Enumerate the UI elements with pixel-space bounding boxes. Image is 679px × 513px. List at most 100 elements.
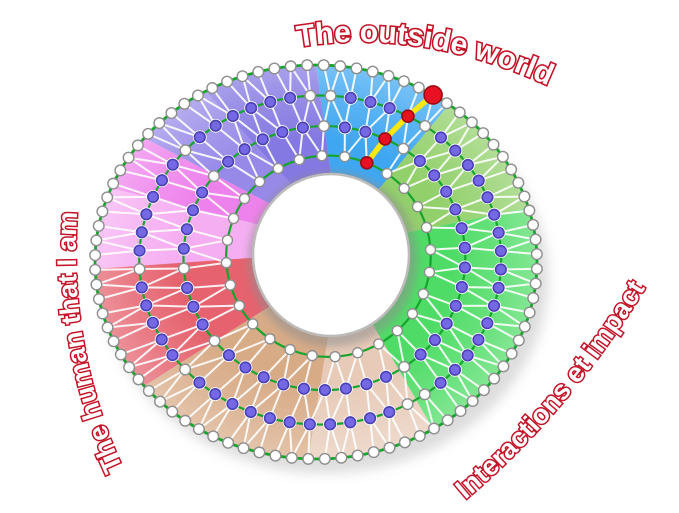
graph-node-white[interactable]: [512, 334, 525, 347]
graph-node-white[interactable]: [306, 349, 318, 362]
graph-node-white[interactable]: [383, 441, 396, 454]
graph-node-white[interactable]: [318, 452, 331, 465]
graph-node-purple[interactable]: [245, 101, 258, 115]
graph-node-purple[interactable]: [318, 384, 332, 397]
graph-node-white[interactable]: [238, 192, 251, 205]
graph-node-white[interactable]: [153, 117, 166, 130]
graph-node-white[interactable]: [154, 395, 167, 408]
graph-node-purple[interactable]: [195, 186, 209, 199]
graph-node-purple[interactable]: [193, 376, 206, 389]
graph-node-white[interactable]: [488, 372, 501, 385]
graph-node-purple[interactable]: [481, 317, 494, 330]
graph-node-white[interactable]: [304, 89, 317, 102]
graph-node-purple[interactable]: [383, 102, 396, 115]
graph-node-purple[interactable]: [360, 378, 373, 391]
graph-node-white[interactable]: [207, 430, 220, 443]
graph-node-white[interactable]: [179, 144, 192, 157]
graph-node-purple[interactable]: [461, 349, 474, 362]
graph-node-purple[interactable]: [492, 226, 505, 239]
graph-node-purple[interactable]: [461, 158, 475, 172]
graph-node-white[interactable]: [222, 436, 235, 449]
graph-node-purple[interactable]: [222, 155, 235, 168]
graph-node-white[interactable]: [133, 263, 146, 276]
graph-node-purple[interactable]: [359, 125, 372, 138]
graph-node-white[interactable]: [252, 65, 265, 78]
graph-node-purple[interactable]: [284, 91, 297, 104]
graph-node-white[interactable]: [391, 325, 403, 337]
graph-node-white[interactable]: [398, 182, 410, 195]
graph-node-white[interactable]: [107, 335, 120, 348]
graph-node-white[interactable]: [367, 446, 380, 459]
graph-node-purple[interactable]: [458, 241, 471, 254]
graph-node-white[interactable]: [96, 205, 109, 218]
graph-node-white[interactable]: [413, 429, 426, 442]
graph-node-white[interactable]: [220, 257, 233, 269]
graph-node-purple[interactable]: [186, 204, 200, 217]
graph-node-white[interactable]: [382, 69, 395, 82]
graph-node-purple[interactable]: [449, 299, 462, 312]
graph-node-purple[interactable]: [344, 91, 357, 104]
graph-node-white[interactable]: [253, 446, 266, 459]
graph-node-white[interactable]: [179, 363, 192, 376]
graph-node-white[interactable]: [122, 151, 135, 164]
graph-node-white[interactable]: [381, 167, 393, 180]
graph-node-white[interactable]: [454, 404, 467, 417]
graph-node-purple[interactable]: [383, 406, 396, 419]
graph-node-white[interactable]: [334, 60, 347, 73]
graph-node-purple[interactable]: [135, 281, 148, 294]
graph-node-white[interactable]: [453, 106, 466, 119]
graph-node-white[interactable]: [398, 436, 411, 449]
graph-node-purple[interactable]: [338, 121, 351, 134]
graph-node-purple[interactable]: [209, 387, 222, 401]
graph-node-purple[interactable]: [147, 190, 160, 203]
graph-node-purple[interactable]: [180, 223, 193, 236]
graph-node-white[interactable]: [89, 263, 102, 276]
graph-node-white[interactable]: [418, 388, 431, 401]
graph-node-purple[interactable]: [196, 318, 209, 331]
graph-node-white[interactable]: [221, 234, 234, 246]
graph-node-white[interactable]: [90, 234, 103, 247]
graph-node-white[interactable]: [253, 175, 266, 188]
graph-node-purple[interactable]: [344, 416, 357, 429]
graph-node-white[interactable]: [301, 59, 314, 72]
graph-node-white[interactable]: [412, 81, 425, 94]
graph-node-purple[interactable]: [181, 281, 194, 295]
graph-node-purple[interactable]: [458, 261, 472, 274]
graph-node-purple[interactable]: [488, 208, 501, 221]
graph-node-purple[interactable]: [187, 300, 200, 313]
graph-node-purple[interactable]: [363, 412, 377, 425]
graph-node-white[interactable]: [191, 89, 204, 102]
graph-node-purple[interactable]: [135, 226, 148, 239]
graph-node-white[interactable]: [373, 338, 385, 350]
graph-node-white[interactable]: [92, 293, 105, 306]
graph-node-purple[interactable]: [324, 418, 337, 431]
graph-node-white[interactable]: [142, 384, 155, 397]
graph-node-white[interactable]: [96, 307, 109, 320]
graph-node-purple[interactable]: [455, 222, 468, 235]
graph-node-white[interactable]: [90, 278, 103, 291]
graph-node-purple[interactable]: [492, 281, 505, 294]
graph-node-purple[interactable]: [494, 244, 507, 258]
graph-node-white[interactable]: [465, 116, 478, 129]
graph-node-white[interactable]: [192, 423, 205, 436]
graph-node-white[interactable]: [284, 343, 296, 356]
graph-node-purple[interactable]: [133, 244, 146, 257]
graph-node-purple[interactable]: [226, 397, 239, 411]
graph-node-purple[interactable]: [155, 174, 169, 187]
graph-node-white[interactable]: [505, 163, 518, 176]
highlight-node[interactable]: [423, 85, 443, 105]
graph-node-white[interactable]: [505, 347, 518, 360]
graph-node-white[interactable]: [440, 97, 453, 110]
graph-node-purple[interactable]: [155, 333, 168, 346]
graph-node-white[interactable]: [285, 451, 298, 464]
graph-node-purple[interactable]: [449, 144, 462, 157]
graph-node-purple[interactable]: [297, 382, 311, 395]
graph-node-white[interactable]: [529, 277, 542, 290]
graph-node-white[interactable]: [221, 75, 234, 88]
graph-node-white[interactable]: [272, 162, 284, 175]
graph-node-white[interactable]: [177, 262, 190, 275]
graph-node-purple[interactable]: [256, 133, 269, 146]
graph-node-white[interactable]: [530, 248, 543, 261]
graph-node-white[interactable]: [496, 150, 509, 163]
graph-node-white[interactable]: [527, 218, 540, 231]
